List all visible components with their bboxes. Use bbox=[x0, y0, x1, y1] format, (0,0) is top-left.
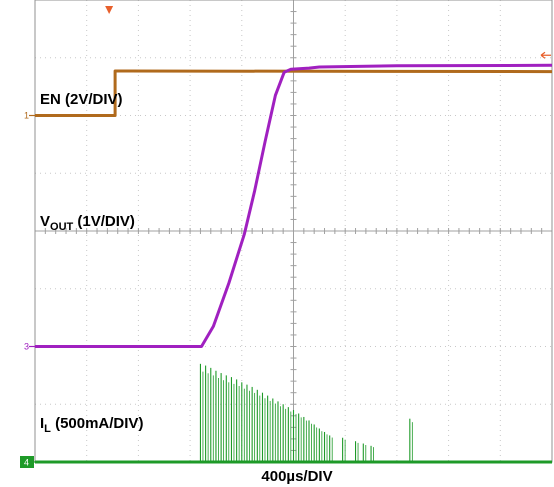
channel-1-marker: 1 bbox=[24, 111, 29, 121]
vout-trace bbox=[35, 63, 553, 348]
il-trace-group bbox=[35, 363, 552, 464]
channel-3-marker: 3 bbox=[24, 342, 29, 352]
channel-4-marker: 4 bbox=[24, 458, 29, 468]
trigger-level-arrow bbox=[540, 51, 551, 59]
channel-4-marker-box bbox=[20, 456, 34, 468]
en-trace bbox=[35, 69, 553, 117]
vout-trace-group bbox=[35, 63, 553, 348]
channel-markers: 1 3 4 bbox=[20, 6, 551, 468]
il-label: IL (500mA/DIV) bbox=[40, 415, 143, 435]
vout-label: VOUT (1V/DIV) bbox=[40, 213, 135, 233]
traces bbox=[35, 63, 553, 464]
en-label: EN (2V/DIV) bbox=[40, 91, 123, 108]
trigger-marker bbox=[105, 6, 114, 14]
en-trace-group bbox=[35, 69, 553, 117]
x-axis-label: 400µs/DIV bbox=[261, 468, 332, 485]
